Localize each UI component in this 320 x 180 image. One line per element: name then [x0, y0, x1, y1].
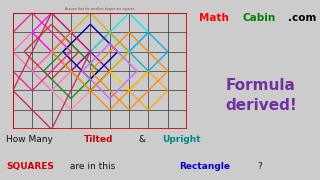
Text: ?: ?: [257, 162, 262, 171]
Text: How Many: How Many: [6, 135, 56, 144]
Text: Cabin: Cabin: [243, 13, 276, 23]
Text: &: &: [136, 135, 149, 144]
Text: Rectangle: Rectangle: [179, 162, 230, 171]
Text: are in this: are in this: [67, 162, 118, 171]
Text: Upright: Upright: [162, 135, 201, 144]
Text: Assume that the smallest shapes are squares: Assume that the smallest shapes are squa…: [65, 7, 135, 11]
Text: .com: .com: [288, 13, 316, 23]
Text: Tilted: Tilted: [84, 135, 114, 144]
Text: Math: Math: [199, 13, 229, 23]
Text: SQUARES: SQUARES: [6, 162, 54, 171]
Text: Formula
derived!: Formula derived!: [225, 78, 297, 113]
